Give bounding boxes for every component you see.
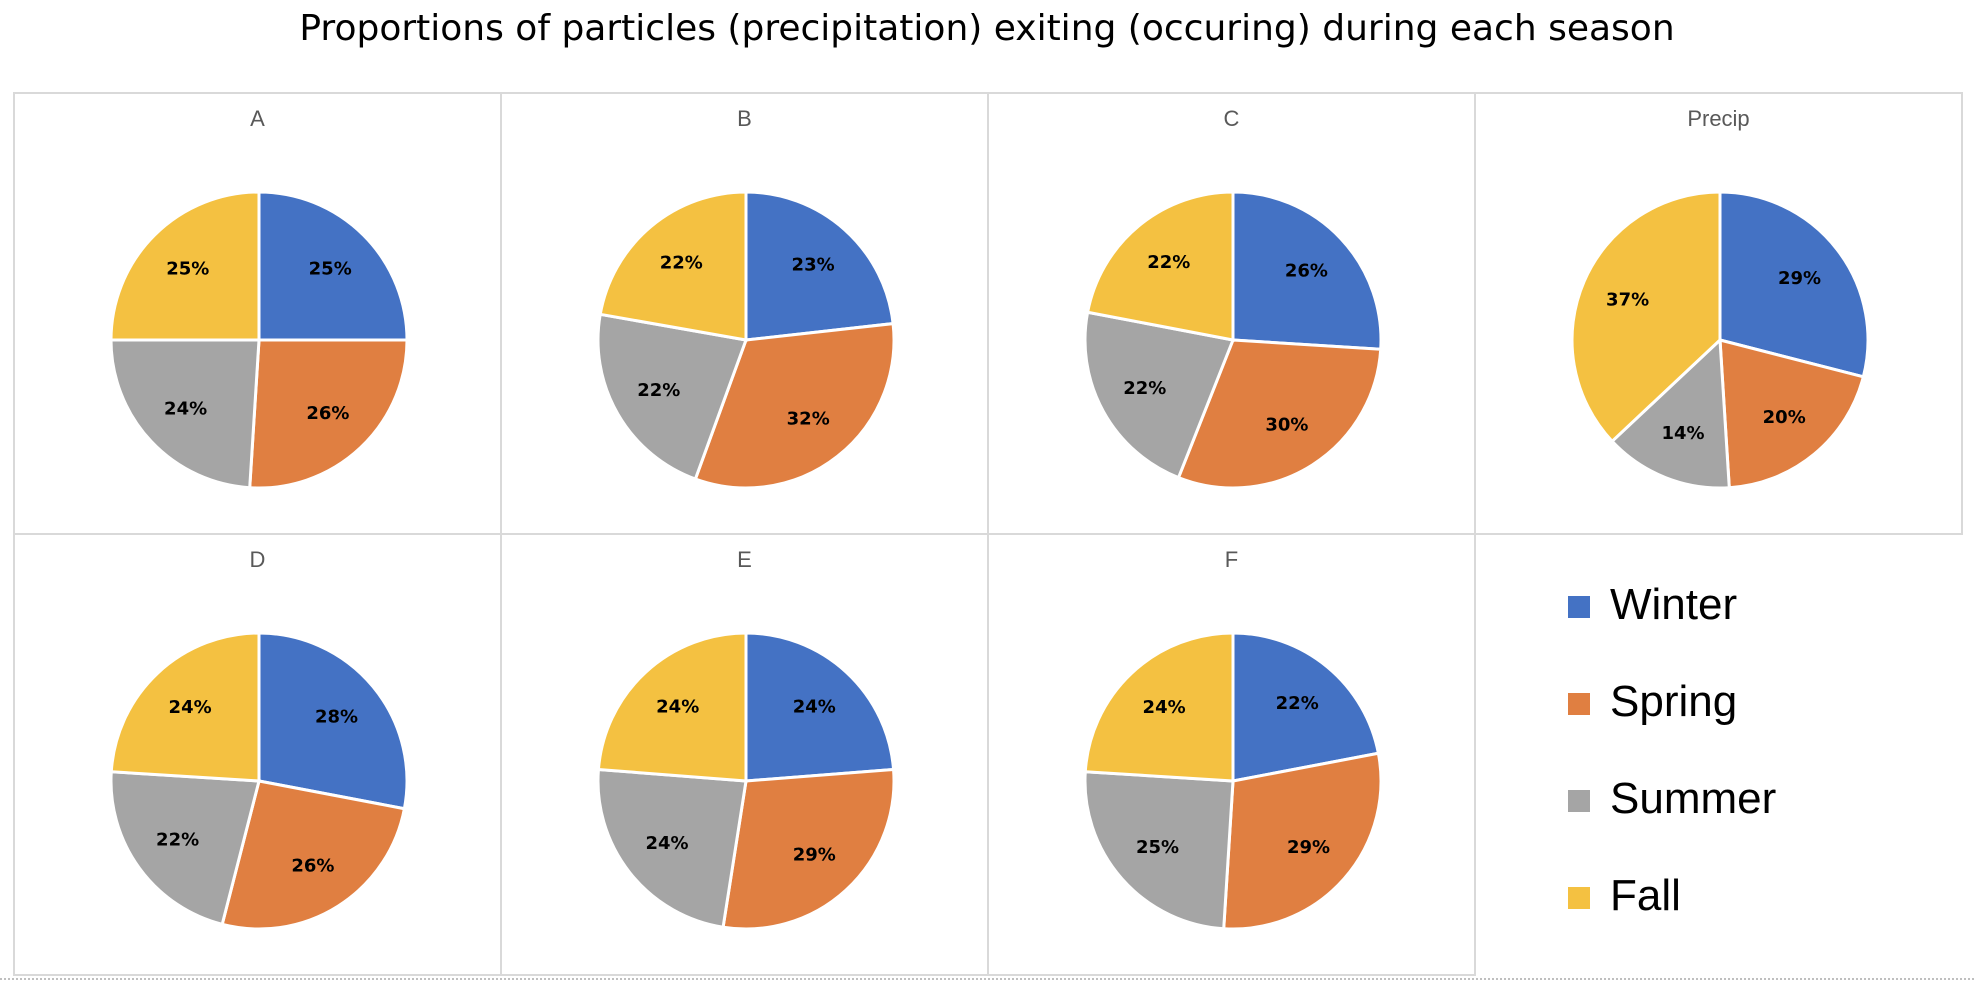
legend-label: Summer — [1610, 774, 1777, 823]
legend-swatch-spring — [1568, 693, 1590, 715]
data-label-fall: 22% — [660, 252, 703, 273]
data-label-fall: 37% — [1606, 290, 1649, 311]
data-label-fall: 22% — [1147, 252, 1190, 273]
pie-slice-spring — [1718, 338, 1866, 490]
pie-slice-winter — [1231, 631, 1381, 783]
pie-title: Precip — [1687, 106, 1750, 131]
pie-slice-fall — [109, 631, 261, 783]
legend-swatch-winter — [1568, 596, 1590, 618]
data-label-spring: 30% — [1265, 415, 1308, 436]
pie-slice-spring — [721, 767, 896, 931]
data-label-spring: 32% — [787, 409, 830, 430]
pie-title: C — [1223, 106, 1240, 131]
pie-slice-summer — [596, 312, 749, 481]
figure-title: Proportions of particles (precipitation)… — [299, 8, 1675, 49]
pie-panel-a: A 25% 26% 24% 25% — [13, 92, 502, 535]
pie-svg: 22% 29% 25% 24% — [1083, 631, 1383, 931]
pie-slice-summer — [109, 770, 261, 927]
bottom-border — [0, 978, 1974, 980]
data-label-spring: 20% — [1763, 407, 1806, 428]
data-label-winter: 28% — [315, 706, 358, 727]
pie-slice-spring — [220, 779, 407, 931]
data-label-fall: 24% — [169, 697, 212, 718]
pie-title: E — [737, 547, 752, 572]
pie-svg: 24% 29% 24% 24% — [596, 631, 896, 931]
legend-label: Spring — [1610, 677, 1738, 726]
data-label-summer: 22% — [1123, 378, 1166, 399]
pie-panel-precip: Precip 29% 20% 14% 37% — [1474, 92, 1963, 535]
data-label-spring: 29% — [793, 844, 836, 865]
pie-slice-spring — [248, 338, 409, 490]
data-label-winter: 29% — [1778, 268, 1821, 289]
pie-slice-summer — [1609, 336, 1731, 490]
data-label-fall: 24% — [656, 697, 699, 718]
data-label-summer: 24% — [645, 833, 688, 854]
pie-title: A — [250, 106, 265, 131]
data-label-winter: 26% — [1285, 261, 1328, 282]
data-label-summer: 14% — [1661, 423, 1704, 444]
data-label-summer: 24% — [164, 398, 207, 419]
pie-title: B — [737, 106, 752, 131]
data-label-summer: 22% — [637, 380, 680, 401]
pie-slice-spring — [1176, 338, 1383, 490]
pie-slice-fall — [596, 631, 748, 783]
data-label-spring: 26% — [306, 403, 349, 424]
pie-slice-summer — [109, 338, 261, 490]
pie-slice-winter — [257, 190, 409, 342]
pie-panel-c: C 26% 30% 22% 22% — [987, 92, 1476, 535]
pie-slice-winter — [257, 631, 409, 811]
data-label-spring: 26% — [291, 856, 334, 877]
pie-slice-fall — [1570, 190, 1722, 444]
pie-slice-fall — [1083, 631, 1235, 783]
pie-svg: 28% 26% 22% 24% — [109, 631, 409, 931]
data-label-spring: 29% — [1287, 837, 1330, 858]
pie-slice-winter — [1231, 190, 1383, 351]
data-label-winter: 24% — [793, 697, 836, 718]
pie-slice-fall — [1085, 190, 1235, 342]
pie-title: D — [249, 547, 266, 572]
pie-panel-b: B 23% 32% 22% 22% — [500, 92, 989, 535]
data-label-winter: 25% — [309, 258, 352, 279]
pie-slice-summer — [1083, 310, 1236, 480]
pie-svg: 25% 26% 24% 25% — [109, 190, 409, 490]
pie-slice-fall — [598, 190, 748, 342]
pie-panel-f: F 22% 29% 25% 24% — [987, 533, 1476, 976]
pie-slice-summer — [596, 767, 748, 929]
pie-svg: 26% 30% 22% 22% — [1083, 190, 1383, 490]
pie-title: F — [1224, 547, 1239, 572]
legend-swatch-summer — [1568, 790, 1590, 812]
pie-slice-spring — [693, 321, 896, 490]
legend-label: Winter — [1610, 580, 1738, 629]
pie-slice-winter — [744, 190, 895, 342]
pie-slice-winter — [744, 631, 896, 783]
pie-slice-spring — [1222, 751, 1383, 931]
data-label-winter: 23% — [792, 255, 835, 276]
pie-svg: 29% 20% 14% 37% — [1570, 190, 1870, 490]
data-label-winter: 22% — [1276, 693, 1319, 714]
pie-panel-d: D 28% 26% 22% 24% — [13, 533, 502, 976]
pie-svg: 23% 32% 22% 22% — [596, 190, 896, 490]
pie-slice-summer — [1083, 770, 1235, 931]
legend-label: Fall — [1610, 871, 1681, 920]
data-label-summer: 25% — [1136, 837, 1179, 858]
pie-slice-fall — [109, 190, 261, 342]
legend-swatch-fall — [1568, 887, 1590, 909]
data-label-fall: 25% — [166, 258, 209, 279]
data-label-summer: 22% — [156, 830, 199, 851]
pie-slice-winter — [1718, 190, 1870, 379]
data-label-fall: 24% — [1143, 697, 1186, 718]
pie-panel-e: E 24% 29% 24% 24% — [500, 533, 989, 976]
